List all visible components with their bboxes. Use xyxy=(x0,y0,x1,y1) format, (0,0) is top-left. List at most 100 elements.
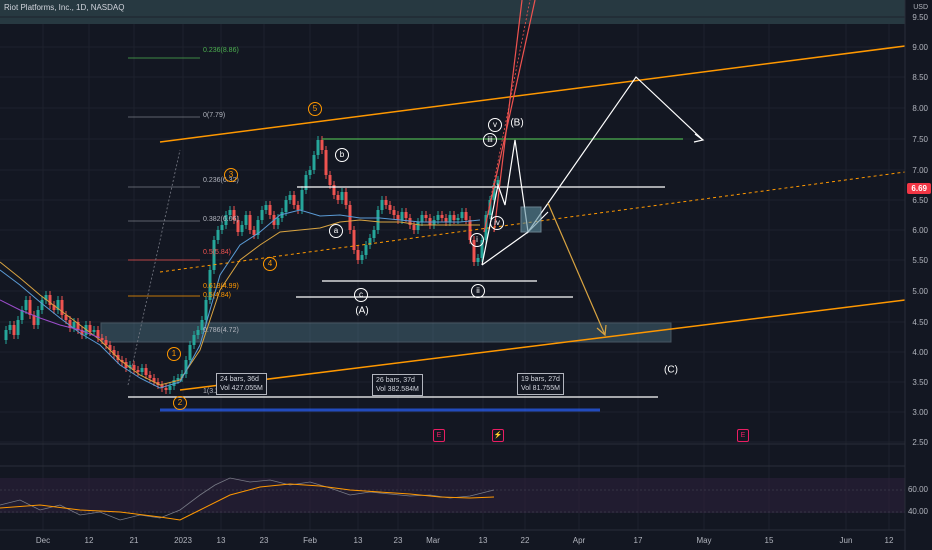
candle-body xyxy=(440,215,444,218)
candle-body xyxy=(176,378,180,380)
candle-body xyxy=(308,170,312,175)
time-label: 23 xyxy=(393,536,403,545)
candle-body xyxy=(44,295,48,300)
wave-label-C: (C) xyxy=(664,364,678,376)
candle-body xyxy=(388,205,392,210)
candle-body xyxy=(304,175,308,190)
time-label: May xyxy=(696,536,712,545)
wave-label-1: 1 xyxy=(167,347,181,361)
osc-label: 60.00 xyxy=(907,485,928,494)
candle-body xyxy=(344,192,348,205)
candle-body xyxy=(424,215,428,218)
wave-label-4: 4 xyxy=(263,257,277,271)
candle-body xyxy=(252,230,256,235)
candle-body xyxy=(168,386,172,390)
candle-body xyxy=(244,215,248,225)
candle-body xyxy=(180,374,184,378)
candle-body xyxy=(56,300,60,310)
candle-body xyxy=(328,175,332,185)
measure-bars: 19 bars, 27d xyxy=(521,376,560,383)
candle-body xyxy=(64,315,68,320)
measure-volume: Vol 427.055M xyxy=(220,385,263,392)
earnings-icon[interactable]: E xyxy=(737,429,749,442)
candle-body xyxy=(80,330,84,335)
candle-body xyxy=(240,225,244,232)
oscillator-signal xyxy=(0,483,495,521)
candle-body xyxy=(148,375,152,378)
price-label: 5.50 xyxy=(912,256,928,265)
candle-body xyxy=(464,212,468,220)
candle-body xyxy=(288,195,292,200)
price-label: 8.50 xyxy=(912,73,928,82)
time-label: 23 xyxy=(259,536,269,545)
candle-body xyxy=(192,335,196,345)
candle-body xyxy=(200,320,204,330)
candle-body xyxy=(444,218,448,222)
currency-label: USD xyxy=(913,4,928,11)
measure-box[interactable]: 24 bars, 36d Vol 427.055M xyxy=(216,373,267,395)
dividend-icon[interactable]: ⚡ xyxy=(492,429,504,442)
candle-body xyxy=(132,365,136,370)
fib-label: 0.236(6.32) xyxy=(203,177,239,184)
measure-volume: Vol 81.755M xyxy=(521,385,560,392)
candle-body xyxy=(336,195,340,200)
candle-body xyxy=(224,215,228,225)
candle-body xyxy=(12,325,16,335)
measure-box[interactable]: 26 bars, 37d Vol 382.584M xyxy=(372,374,423,396)
candle-body xyxy=(352,230,356,250)
price-label: 3.50 xyxy=(912,378,928,387)
candle-body xyxy=(264,205,268,210)
candle-body xyxy=(48,295,52,305)
candle-body xyxy=(248,215,252,230)
measure-bars: 26 bars, 37d xyxy=(376,377,415,384)
wave-label-iv: iv xyxy=(490,216,504,230)
candle-body xyxy=(232,210,236,220)
candle-body xyxy=(268,205,272,215)
candle-body xyxy=(364,245,368,255)
chart-title: Riot Platforms, Inc., 1D, NASDAQ xyxy=(4,3,125,12)
candle-body xyxy=(228,210,232,215)
fib-label: 1(3.29) xyxy=(203,388,226,395)
candle-body xyxy=(404,212,408,218)
candle-body xyxy=(492,185,496,200)
fib-label: 0.786(4.72) xyxy=(203,327,239,334)
time-label: 2023 xyxy=(174,536,192,545)
candle-body xyxy=(212,240,216,270)
time-label: 15 xyxy=(764,536,774,545)
price-label: 4.50 xyxy=(912,318,928,327)
price-label: 6.50 xyxy=(912,196,928,205)
orange-projection xyxy=(547,202,606,336)
candle-body xyxy=(260,210,264,220)
candle-body xyxy=(112,350,116,355)
grid xyxy=(0,16,905,530)
wave-label-iii: iii xyxy=(483,133,497,147)
time-label: 13 xyxy=(478,536,488,545)
candle-body xyxy=(348,205,352,230)
candle-body xyxy=(140,368,144,372)
candle-body xyxy=(456,218,460,220)
time-label: 22 xyxy=(520,536,530,545)
candle-body xyxy=(136,370,140,372)
candle-body xyxy=(216,230,220,240)
candle-body xyxy=(420,215,424,222)
projection-path xyxy=(481,76,704,266)
candle-body xyxy=(380,200,384,210)
price-label: 3.00 xyxy=(912,408,928,417)
fib-label: 0.382(6.06) xyxy=(203,216,239,223)
candle-body xyxy=(208,270,212,300)
candle-body xyxy=(68,320,72,328)
channel-bottom xyxy=(179,299,906,391)
measure-box[interactable]: 19 bars, 27d Vol 81.755M xyxy=(517,373,564,395)
earnings-icon[interactable]: E xyxy=(433,429,445,442)
candle-body xyxy=(152,378,156,382)
candle-body xyxy=(188,345,192,360)
wave-label-3: 3 xyxy=(224,168,238,182)
price-label: 9.50 xyxy=(912,13,928,22)
ma-purple xyxy=(0,299,101,339)
candle-body xyxy=(40,300,44,310)
wave-label-a: a xyxy=(329,224,343,238)
price-label: 5.00 xyxy=(912,287,928,296)
time-label: Dec xyxy=(35,536,51,545)
